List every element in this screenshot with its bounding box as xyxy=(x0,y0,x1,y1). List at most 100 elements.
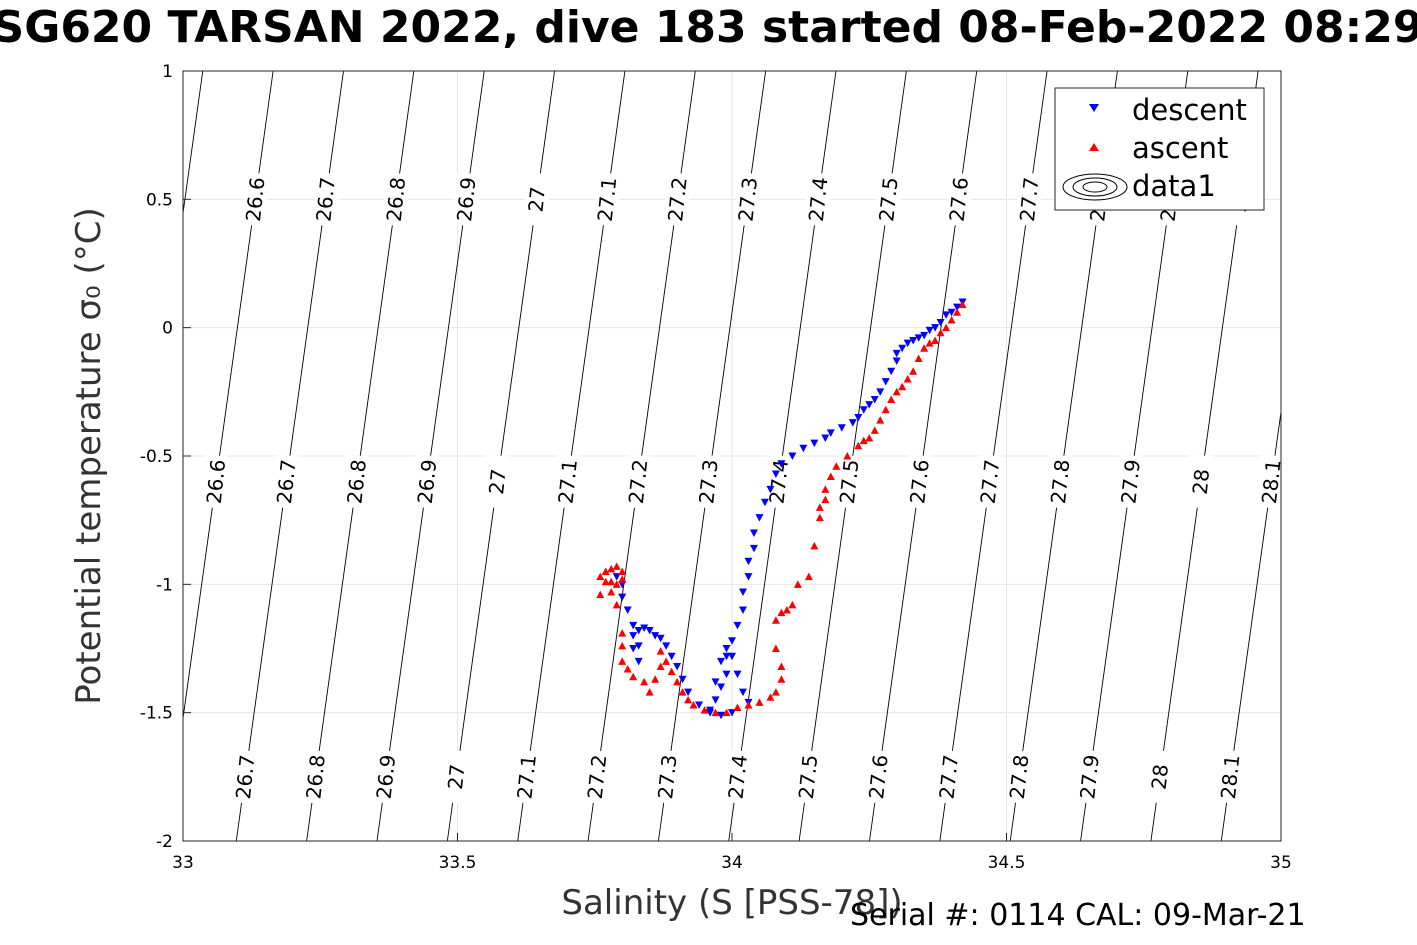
isopycnal-label: 26.8 xyxy=(342,458,371,505)
isopycnal-label-bg xyxy=(876,173,901,226)
descent-point xyxy=(634,627,643,635)
y-tick-label: -1 xyxy=(156,575,173,595)
isopycnal-label: 26.7 xyxy=(311,176,340,223)
descent-point xyxy=(684,688,693,697)
descent-point xyxy=(656,634,665,643)
legend-data1-label: data1 xyxy=(1132,169,1216,203)
isopycnal-label: 26.6 xyxy=(241,176,270,223)
isopycnal-label: 26.9 xyxy=(413,458,442,505)
ascent-point xyxy=(601,577,610,586)
isopycnal-label-bg xyxy=(1188,455,1213,508)
descent-point xyxy=(640,624,649,632)
ascent-point xyxy=(678,688,687,696)
ascent-point xyxy=(629,672,638,681)
ascent-point xyxy=(596,572,605,581)
serial-calibration-footer: Serial #: 0114 CAL: 09-Mar-21 xyxy=(850,898,1306,933)
isopycnal-label-bg xyxy=(415,455,440,508)
ascent-point xyxy=(777,675,786,683)
y-tick-label: 1 xyxy=(162,62,173,82)
ascent-point xyxy=(607,588,616,596)
ascent-point xyxy=(859,436,868,445)
isopycnal-label-bg xyxy=(1077,750,1102,803)
isopycnal-label: 26.7 xyxy=(272,458,301,505)
ascent-point xyxy=(623,665,632,673)
isopycnal-label-bg xyxy=(796,750,821,803)
descent-point xyxy=(733,670,742,679)
isopycnal-label: 27.4 xyxy=(765,458,794,505)
ascent-point xyxy=(931,336,940,344)
x-tick-label: 34 xyxy=(721,853,743,873)
descent-point xyxy=(722,670,731,679)
isopycnal-label-bg xyxy=(1048,455,1073,508)
legend-descent-marker xyxy=(1089,104,1099,112)
descent-point xyxy=(744,557,753,566)
ascent-point xyxy=(711,708,720,717)
ascent-point xyxy=(788,600,797,609)
ascent-point xyxy=(618,641,627,650)
ascent-point xyxy=(832,462,841,470)
ascent-point xyxy=(771,688,780,696)
ascent-point xyxy=(673,677,682,686)
isopycnal-label-bg xyxy=(485,455,510,508)
descent-point xyxy=(892,349,901,358)
descent-point xyxy=(865,401,874,409)
descent-point xyxy=(909,337,918,345)
descent-point xyxy=(887,367,896,376)
isopycnal-label-bg xyxy=(655,750,680,803)
ascent-point xyxy=(870,426,879,434)
isopycnal-label-bg xyxy=(1118,455,1143,508)
descent-point xyxy=(892,357,901,366)
chart-title: SG620 TARSAN 2022, dive 183 started 08-F… xyxy=(0,2,1417,53)
descent-point xyxy=(722,645,731,653)
descent-point xyxy=(777,460,786,468)
ascent-point xyxy=(777,662,786,670)
descent-point xyxy=(629,645,638,653)
isopycnal-label-bg xyxy=(866,750,891,803)
legend-descent-label: descent xyxy=(1132,93,1247,127)
descent-point xyxy=(947,308,956,317)
isopycnal-label-bg xyxy=(1259,455,1284,508)
ascent-point xyxy=(771,616,780,624)
descent-point xyxy=(914,334,923,342)
isopycnal-label-bg xyxy=(514,750,539,803)
ascent-point xyxy=(821,495,830,504)
descent-point xyxy=(706,709,715,717)
isopycnal-label: 27.3 xyxy=(734,176,763,223)
descent-point xyxy=(651,632,660,640)
ascent-point xyxy=(662,657,671,665)
isopycnal-label: 26.9 xyxy=(372,753,401,800)
ascent-point xyxy=(947,315,956,324)
descent-point xyxy=(876,388,885,396)
ascent-point xyxy=(612,562,621,570)
isopycnal-label: 27.5 xyxy=(835,458,864,505)
descent-point xyxy=(766,485,775,494)
isopycnal-label-bg xyxy=(1007,750,1032,803)
descent-point xyxy=(942,311,951,319)
ascent-point xyxy=(651,675,660,683)
ascent-point xyxy=(815,513,824,522)
isopycnal-label-bg xyxy=(1017,173,1042,226)
ascent-point xyxy=(766,693,775,701)
isopycnal-label: 27.8 xyxy=(1046,458,1075,505)
isopycnal-label-bg xyxy=(766,455,791,508)
y-tick-label: 0.5 xyxy=(146,190,173,210)
isopycnal-label: 27.9 xyxy=(1116,458,1145,505)
isopycnal-label: 27.5 xyxy=(874,176,903,223)
descent-point xyxy=(749,544,758,553)
descent-point xyxy=(629,632,638,640)
ascent-point xyxy=(914,354,923,362)
isopycnal-label-bg xyxy=(584,750,609,803)
ascent-point xyxy=(821,485,830,493)
isopycnal-label: 28 xyxy=(1147,763,1174,791)
x-tick-label: 35 xyxy=(1270,853,1292,873)
isopycnal-label: 27.8 xyxy=(1005,753,1034,800)
isopycnal-label: 27.4 xyxy=(723,753,752,800)
descent-point xyxy=(738,606,747,614)
isopycnal-label: 27.2 xyxy=(624,458,653,505)
legend-box xyxy=(1054,87,1265,211)
isopycnal-label: 26.9 xyxy=(452,176,481,223)
descent-point xyxy=(733,621,742,630)
isopycnal-label: 27.3 xyxy=(653,753,682,800)
legend-data1-contour-icon xyxy=(1062,173,1128,201)
ascent-point xyxy=(942,323,951,332)
